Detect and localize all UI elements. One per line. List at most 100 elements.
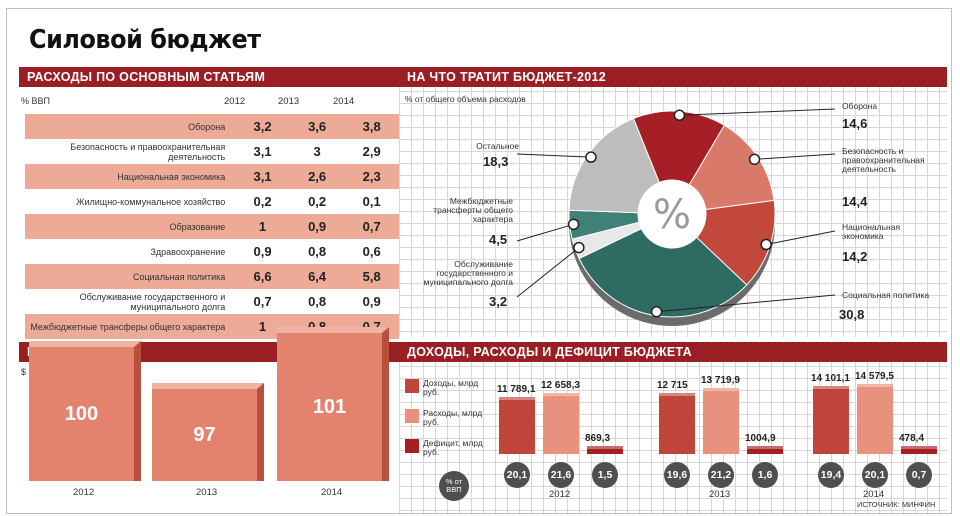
oil-bar-2013: 97 — [152, 383, 264, 481]
legend-income-swatch — [405, 379, 419, 393]
label-mezh: Межбюджетные трансферты общего характера — [433, 196, 513, 224]
cell-value: 1 — [235, 214, 290, 239]
gdp-percent-badge: 1,5 — [592, 462, 618, 488]
table-row: Здравоохранение 0,9 0,8 0,6 — [25, 239, 399, 264]
cell-value: 0,2 — [253, 194, 272, 209]
legend-deficit-swatch — [405, 439, 419, 453]
cell-value: 0,8 — [308, 244, 327, 259]
cell-value: 0,2 — [308, 194, 327, 209]
oil-bar-2012: 100 — [29, 341, 141, 481]
cell-value: 0,9 — [362, 294, 381, 309]
bar-spend-2013 — [703, 388, 739, 454]
gdp-percent-badge: 21,2 — [708, 462, 734, 488]
cell-value: 0,8 — [308, 294, 327, 309]
gdp-percent-badge: 20,1 — [862, 462, 888, 488]
bar-spend-2014 — [857, 384, 893, 454]
row-label: Безопасность и правоохранительная деятел… — [70, 141, 226, 162]
cell-value: 0,7 — [253, 294, 272, 309]
expenses-header: РАСХОДЫ ПО ОСНОВНЫМ СТАТЬЯМ — [19, 67, 399, 87]
page-title: Силовой бюджет — [29, 25, 261, 55]
expenses-unit: % ВВП — [21, 96, 50, 106]
row-label: Здравоохранение — [150, 246, 226, 257]
gdp-percent-badge: 1,6 — [752, 462, 778, 488]
cell-value: 6,6 — [235, 264, 290, 289]
source-note: ИСТОЧНИК: МИНФИН — [857, 500, 936, 509]
cell-value: 0,9 — [289, 214, 345, 239]
bar-deficit-2013 — [747, 446, 783, 454]
expenses-year-2014: 2014 — [333, 96, 355, 107]
label-nacek: Национальная экономика — [842, 222, 901, 241]
bar-spend-2012 — [543, 393, 579, 454]
bar-income-2013 — [659, 393, 695, 454]
label-oborona: Оборона — [842, 101, 878, 111]
row-label: Межбюджетные трансферы общего характера — [25, 314, 236, 339]
deficit-header: ДОХОДЫ, РАСХОДЫ И ДЕФИЦИТ БЮДЖЕТА — [399, 342, 947, 362]
pie-unit: % от общего объема расходов — [405, 94, 526, 104]
bar-deficit-2012 — [587, 446, 623, 454]
gdp-percent-badge: 19,4 — [818, 462, 844, 488]
cell-value: 0,6 — [362, 244, 381, 259]
value-oborona: 14,6 — [842, 116, 868, 131]
row-label: Образование — [25, 214, 236, 239]
deficit-year-label: 2012 — [549, 489, 571, 500]
label-bezop: Безопасность и правоохранительная деятел… — [842, 146, 925, 174]
table-row: Оборона 3,2 3,6 3,8 — [25, 114, 399, 139]
cell-value: 0,1 — [362, 194, 381, 209]
legend-deficit: Дефицит, млрд руб. — [423, 438, 483, 457]
table-row: Образование 1 0,9 0,7 — [25, 214, 399, 239]
oil-year-label: 2014 — [321, 487, 343, 498]
bar-deficit-2014 — [901, 446, 937, 454]
expenses-year-2013: 2013 — [278, 96, 300, 107]
oil-year-label: 2013 — [196, 487, 218, 498]
table-row: Обслуживание государственного и муниципа… — [25, 289, 399, 314]
bar-value-label: 478,4 — [899, 433, 925, 444]
deficit-year-label: 2014 — [863, 489, 885, 500]
oil-year-label: 2012 — [73, 487, 95, 498]
value-nacek: 14,2 — [842, 249, 868, 264]
label-soc: Социальная политика — [842, 290, 930, 300]
value-bezop: 14,4 — [842, 194, 868, 209]
cell-value: 3,2 — [235, 114, 290, 139]
gdp-percent-badge: 21,6 — [548, 462, 574, 488]
bar-value-label: 14 579,5 — [855, 371, 894, 382]
infographic-frame: Силовой бюджет РАСХОДЫ ПО ОСНОВНЫМ СТАТЬ… — [6, 8, 952, 514]
pie-header: НА ЧТО ТРАТИТ БЮДЖЕТ-2012 — [399, 67, 947, 87]
cell-value: 0,7 — [344, 214, 399, 239]
value-soc: 30,8 — [839, 307, 865, 322]
table-row: Социальная политика 6,6 6,4 5,8 — [25, 264, 399, 289]
cell-value: 6,4 — [289, 264, 345, 289]
row-label: Социальная политика — [25, 264, 236, 289]
value-mezh: 4,5 — [489, 232, 508, 247]
cell-value: 3,6 — [289, 114, 345, 139]
oil-bar-2014: 101 — [277, 327, 389, 481]
table-row: Национальная экономика 3,1 2,6 2,3 — [25, 164, 399, 189]
bar-value-label: 13 719,9 — [701, 375, 740, 386]
row-label: Оборона — [25, 114, 236, 139]
row-label: Жилищно-коммунальное хозяйство — [76, 196, 226, 207]
cell-value: 5,8 — [344, 264, 399, 289]
expenses-year-2012: 2012 — [224, 96, 246, 107]
bar-value-label: 12 715 — [657, 380, 688, 391]
deficit-year-label: 2013 — [709, 489, 731, 500]
bar-value-label: 1004,9 — [745, 433, 776, 444]
bar-value-label: 12 658,3 — [541, 380, 580, 391]
table-row: Межбюджетные трансферы общего характера 1… — [25, 314, 399, 339]
bar-income-2014 — [813, 386, 849, 454]
cell-value: 2,9 — [362, 144, 381, 159]
gdp-percent-badge: 20,1 — [504, 462, 530, 488]
value-obsl: 3,2 — [489, 294, 508, 309]
bar-value-label: 11 789,1 — [497, 384, 536, 395]
gdp-percent-badge: 0,7 — [906, 462, 932, 488]
expenses-panel: РАСХОДЫ ПО ОСНОВНЫМ СТАТЬЯМ — [19, 67, 399, 337]
legend-spend: Расходы, млрд руб. — [423, 408, 483, 427]
bar-income-2012 — [499, 397, 535, 454]
row-label: Обслуживание государственного и муниципа… — [79, 291, 226, 312]
cell-value: 3,1 — [253, 144, 272, 159]
cell-value: 0,9 — [253, 244, 272, 259]
legend-spend-swatch — [405, 409, 419, 423]
bar-value-label: 869,3 — [585, 433, 611, 444]
legend-income: Доходы, млрд руб. — [423, 378, 479, 397]
gdp-label: % от ВВП — [445, 477, 463, 494]
cell-value: 2,3 — [344, 164, 399, 189]
label-obsl: Обслуживание государственного и муниципа… — [423, 259, 514, 287]
